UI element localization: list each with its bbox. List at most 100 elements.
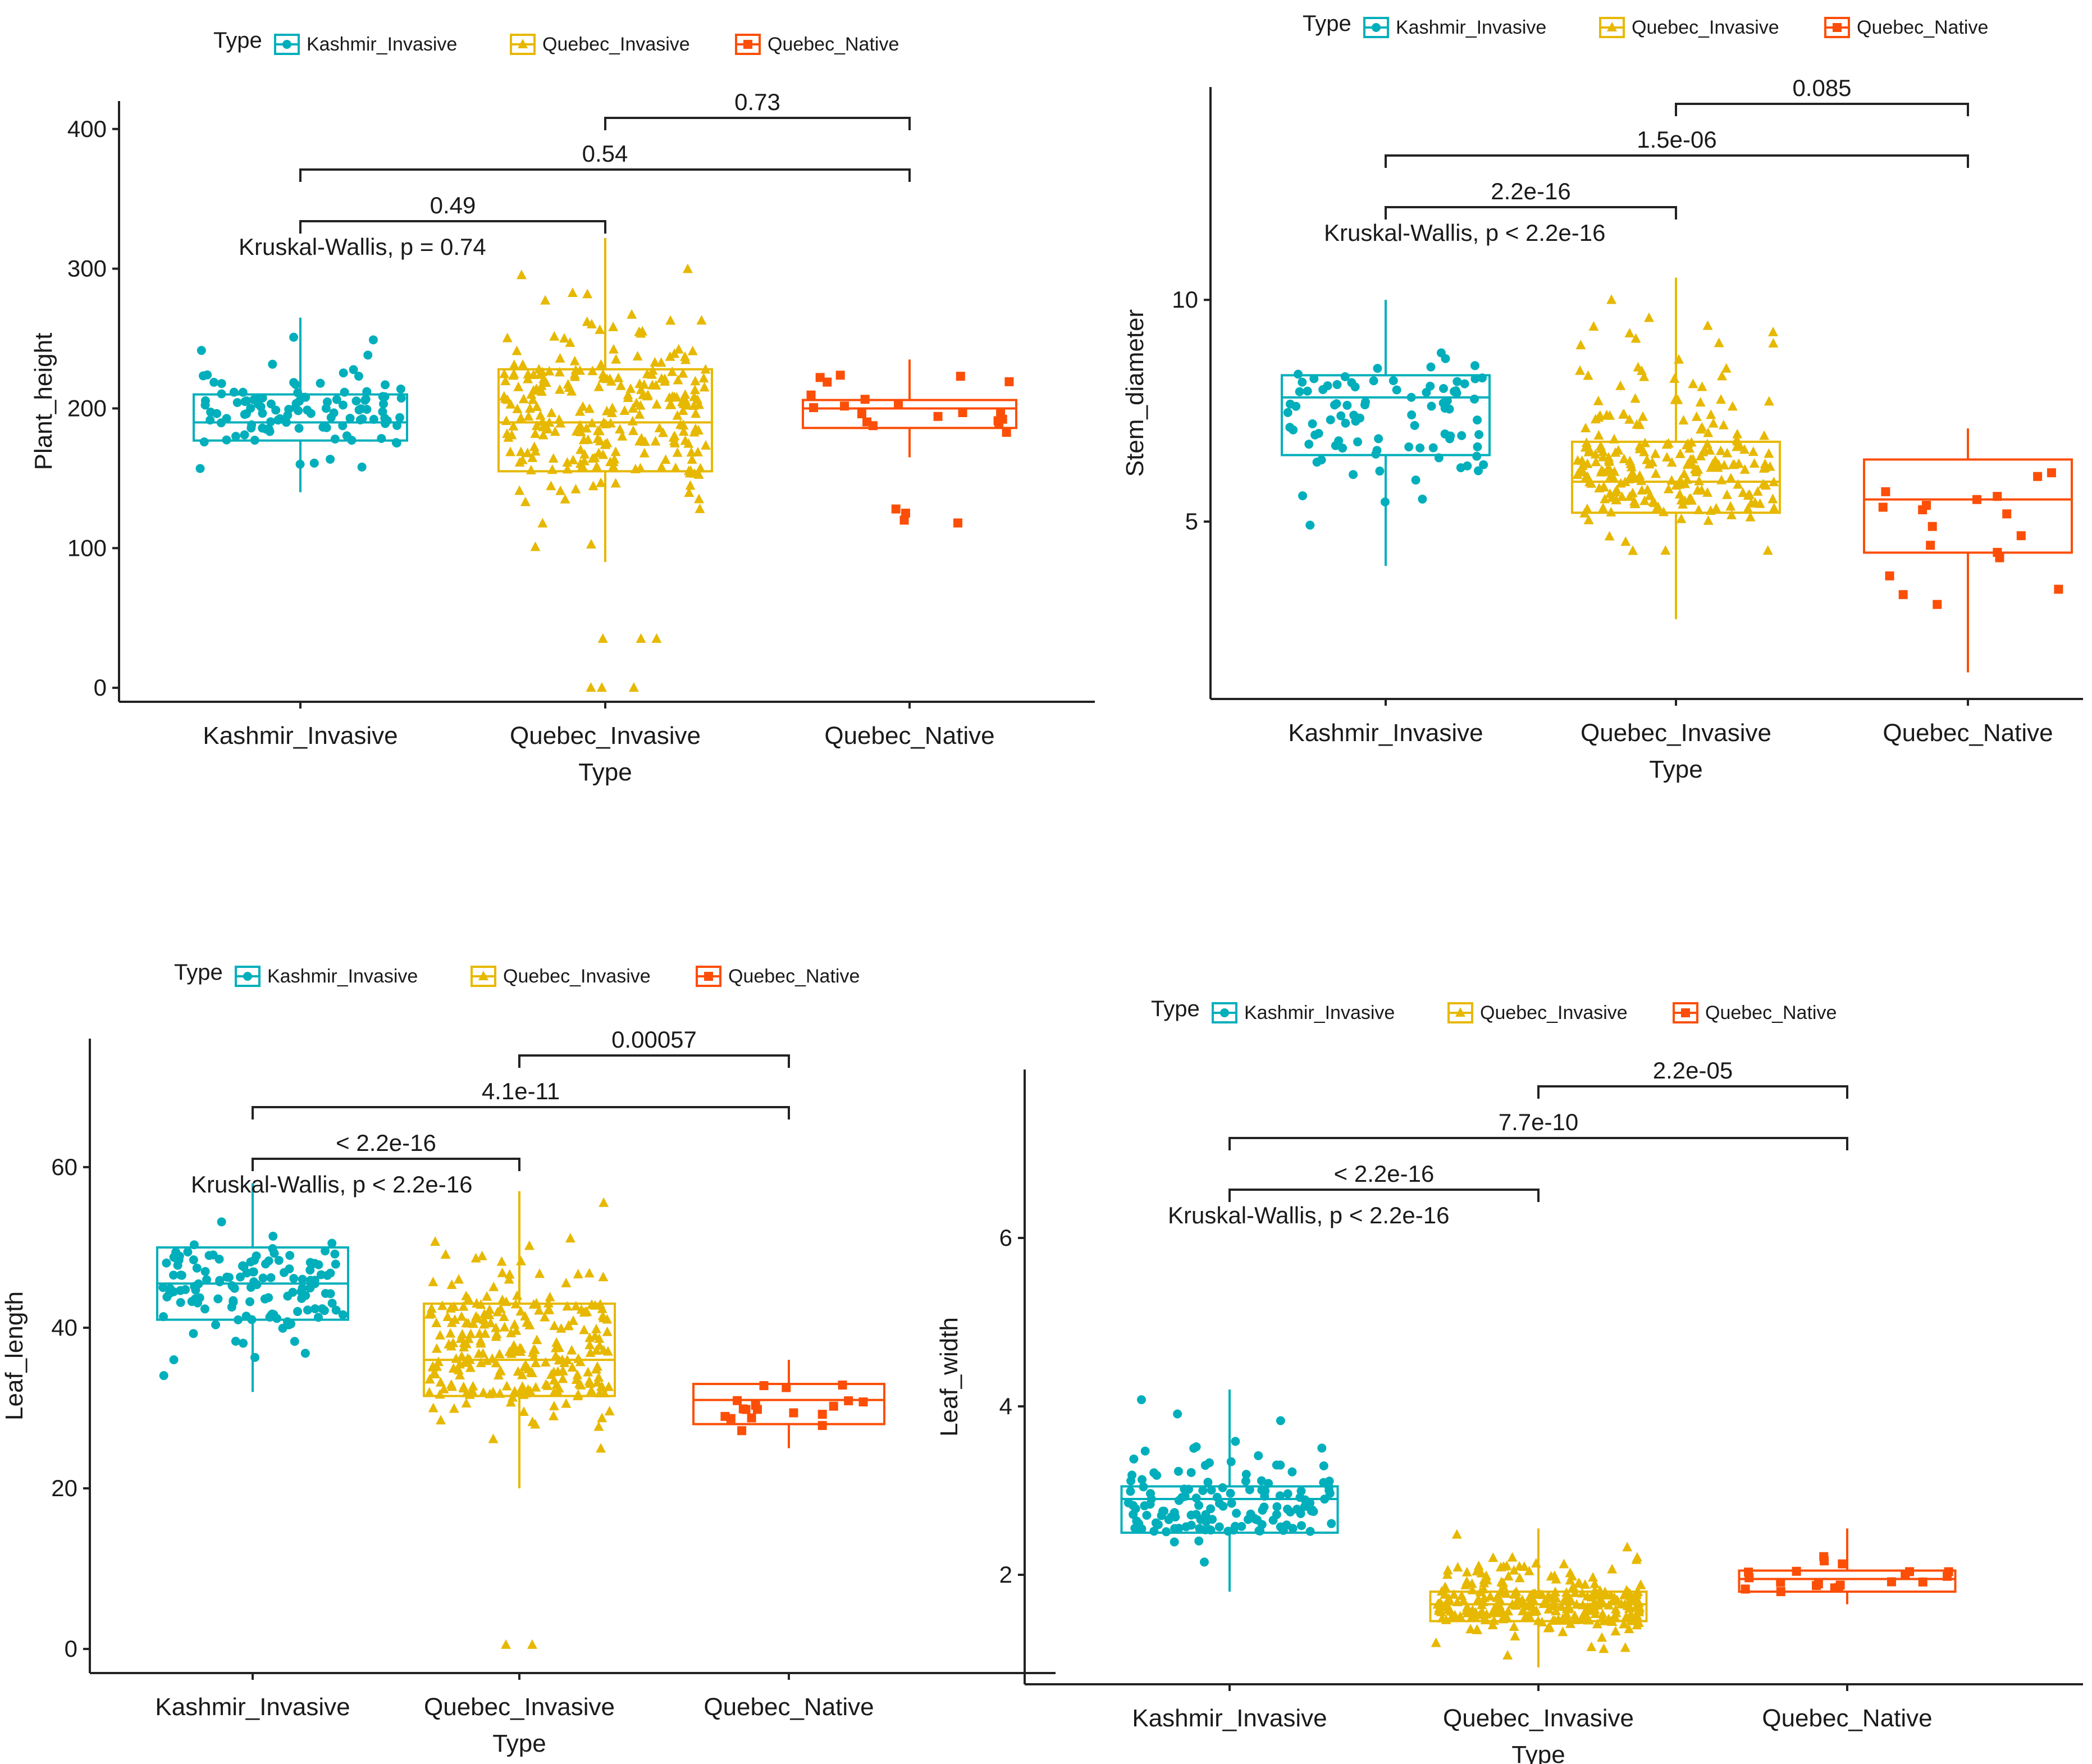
data-point — [1336, 411, 1346, 421]
data-point — [1686, 493, 1696, 503]
data-point — [582, 289, 593, 299]
p-value-label: 7.7e-10 — [1499, 1109, 1578, 1135]
data-point — [1583, 514, 1594, 524]
data-point — [273, 415, 283, 425]
data-point — [1615, 478, 1626, 488]
data-point — [586, 1385, 597, 1395]
data-point — [1615, 380, 1626, 390]
data-point — [596, 359, 606, 369]
data-point — [520, 1310, 531, 1320]
data-point — [1507, 1599, 1518, 1609]
data-point — [1418, 494, 1427, 504]
data-point — [692, 446, 703, 456]
data-point — [528, 394, 538, 404]
p-value-label: 0.085 — [1792, 75, 1851, 101]
data-point — [254, 394, 263, 404]
data-point — [289, 332, 299, 342]
data-point — [610, 478, 621, 488]
data-point — [1514, 1561, 1525, 1571]
data-point — [1283, 1489, 1292, 1498]
data-point — [544, 417, 555, 427]
data-point — [523, 1384, 533, 1394]
p-value-label: 2.2e-05 — [1653, 1057, 1733, 1084]
box-kashmir-invasive — [1281, 300, 1491, 566]
data-point — [690, 376, 701, 386]
data-point — [1732, 428, 1743, 438]
data-point — [1584, 477, 1595, 487]
data-point — [518, 1389, 529, 1399]
data-point — [685, 480, 696, 490]
data-point — [1708, 418, 1719, 428]
data-point — [524, 1240, 535, 1250]
data-point — [460, 1357, 471, 1367]
data-point — [572, 1369, 583, 1379]
data-point — [1695, 397, 1706, 407]
data-point — [1319, 1478, 1328, 1487]
data-point — [1583, 370, 1593, 380]
x-tick-label: Quebec_Invasive — [424, 1693, 615, 1721]
data-point — [1607, 1564, 1618, 1574]
data-point — [2016, 531, 2026, 541]
data-point-outlier — [651, 633, 662, 643]
data-point — [591, 1345, 602, 1355]
data-point — [647, 365, 658, 375]
data-point — [449, 1301, 459, 1311]
data-point — [431, 1317, 442, 1327]
data-point — [1355, 413, 1365, 423]
data-point — [1633, 473, 1644, 483]
data-point — [354, 405, 364, 415]
data-point — [500, 393, 510, 403]
data-point — [1470, 394, 1479, 404]
data-point — [1194, 1536, 1204, 1546]
data-point — [678, 368, 688, 378]
y-tick-label: 100 — [67, 534, 107, 561]
data-point — [1442, 396, 1452, 405]
data-point — [552, 1366, 563, 1376]
data-point — [1711, 502, 1721, 513]
data-point — [1550, 1587, 1561, 1597]
data-point — [1666, 475, 1677, 485]
data-point — [606, 408, 617, 418]
data-point — [1467, 1578, 1477, 1588]
data-point — [505, 446, 516, 456]
data-point — [1660, 545, 1671, 555]
data-point — [1616, 491, 1627, 501]
data-point — [540, 295, 551, 305]
y-tick-label: 6 — [999, 1224, 1012, 1251]
data-point — [1760, 462, 1770, 472]
bracket-line — [252, 1106, 790, 1119]
data-point — [1227, 1498, 1236, 1508]
data-point — [1581, 437, 1592, 447]
data-point — [258, 1273, 268, 1283]
data-point — [531, 420, 542, 430]
data-point — [176, 1286, 185, 1295]
data-point — [509, 359, 519, 369]
data-point — [1898, 590, 1908, 600]
box-kashmir-invasive — [156, 1183, 349, 1392]
data-point — [1692, 485, 1703, 495]
data-point — [532, 1335, 542, 1345]
data-point — [379, 399, 389, 409]
data-point — [473, 1348, 484, 1358]
data-point — [689, 385, 700, 395]
data-point — [701, 440, 711, 450]
data-point — [442, 1311, 453, 1322]
data-point — [1881, 487, 1890, 496]
data-point — [1630, 333, 1641, 343]
legend: Type Kashmir_Invasive Quebec_Invasive Quebe… — [1151, 997, 1837, 1023]
data-point — [1305, 520, 1315, 530]
data-point — [608, 344, 619, 354]
data-point — [213, 1294, 223, 1304]
data-point — [1687, 459, 1697, 469]
data-point — [680, 389, 691, 399]
data-point — [610, 446, 621, 456]
data-point — [1678, 415, 1689, 425]
kruskal-wallis-label: Kruskal-Wallis, p < 2.2e-16 — [1324, 220, 1605, 246]
data-point — [570, 1301, 581, 1311]
data-point — [1488, 1615, 1499, 1625]
data-point — [678, 398, 689, 408]
data-point — [362, 387, 372, 396]
data-point — [362, 405, 372, 414]
data-point — [1126, 1476, 1136, 1486]
data-point — [619, 405, 630, 415]
